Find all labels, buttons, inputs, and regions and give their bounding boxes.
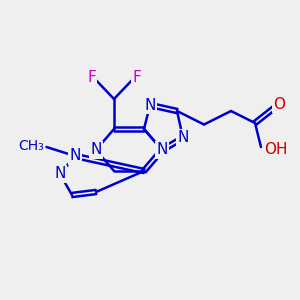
Text: N: N — [54, 167, 66, 182]
Text: OH: OH — [265, 142, 288, 157]
Text: N: N — [69, 148, 81, 164]
Text: N: N — [144, 98, 156, 112]
Text: F: F — [132, 70, 141, 85]
Text: N: N — [90, 142, 102, 158]
Text: O: O — [274, 97, 286, 112]
Text: CH₃: CH₃ — [19, 140, 44, 153]
Text: N: N — [177, 130, 189, 146]
Text: F: F — [87, 70, 96, 85]
Text: N: N — [156, 142, 168, 158]
